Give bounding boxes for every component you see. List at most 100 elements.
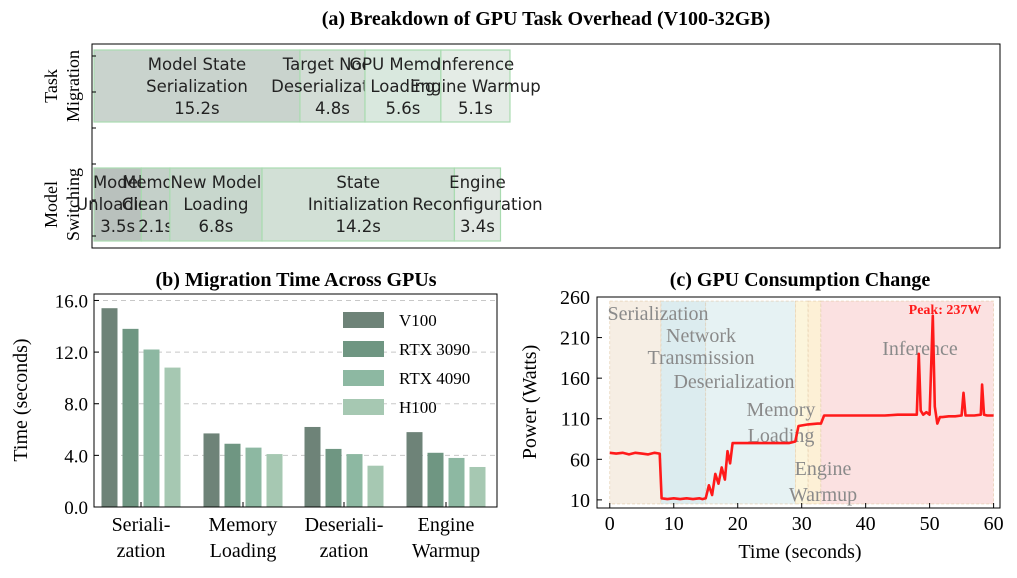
- timeline-segment: [261, 167, 456, 242]
- segment-value-label: 5.6s: [386, 99, 421, 118]
- legend-label: RTX 4090: [399, 369, 470, 388]
- timeline-segment: [93, 49, 301, 123]
- panel-c-title: (c) GPU Consumption Change: [670, 269, 931, 291]
- panel-a-title: (a) Breakdown of GPU Task Overhead (V100…: [322, 8, 771, 30]
- timeline-segment: [440, 49, 511, 123]
- segment-label: Loading: [370, 77, 435, 96]
- segment-label: GPU Memory: [349, 55, 456, 74]
- panel-a-frame: [91, 43, 1001, 249]
- segment-value-label: 4.8s: [315, 99, 350, 118]
- segment-label: Model State: [148, 55, 246, 74]
- bar: [224, 443, 241, 507]
- y-tick-label: 16.0: [55, 291, 88, 312]
- bar: [143, 349, 160, 507]
- y-tick-label: 60: [570, 449, 590, 471]
- panel-a-row-label-1: Model Switching: [41, 168, 83, 241]
- x-tick-label: Engine: [418, 514, 475, 536]
- timeline-segment: [453, 167, 502, 242]
- bar: [448, 457, 465, 507]
- bar: [469, 466, 486, 507]
- timeline-segment: [140, 167, 171, 242]
- segment-value-label: 6.8s: [199, 217, 234, 236]
- bar: [346, 454, 363, 507]
- segment-label: Unloading: [76, 195, 159, 214]
- timeline-segment: [299, 49, 366, 123]
- legend-swatch: [343, 312, 384, 328]
- x-tick-label: Memory: [209, 514, 278, 536]
- x-tick-label: Deseriali-: [305, 514, 384, 536]
- bar: [304, 426, 321, 507]
- segment-label: Serialization: [146, 77, 248, 96]
- timeline-segment: [93, 167, 143, 242]
- x-tick-label: zation: [117, 540, 166, 562]
- phase-band: [660, 300, 707, 505]
- bar: [122, 328, 139, 507]
- x-tick-label: 20: [728, 513, 748, 535]
- x-tick-label: Loading: [210, 540, 277, 562]
- segment-value-label: 5.1s: [458, 99, 493, 118]
- bar: [367, 465, 384, 507]
- segment-value-label: 2.1s: [138, 217, 173, 236]
- y-axis-label: Power (Watts): [519, 345, 541, 459]
- x-tick-label: 50: [920, 513, 940, 535]
- segment-label: Initialization: [308, 195, 409, 214]
- bar: [325, 448, 342, 507]
- x-axis-label: Time (seconds): [738, 541, 861, 563]
- phase-label: Serialization: [607, 303, 708, 325]
- panel-b-title: (b) Migration Time Across GPUs: [155, 269, 436, 291]
- phase-label: Inference: [882, 338, 958, 360]
- bar: [406, 432, 423, 507]
- segment-label: Reconfiguration: [412, 195, 542, 214]
- phase-label: Memory: [747, 399, 816, 421]
- x-tick-label: zation: [320, 540, 369, 562]
- phase-label: Engine: [795, 458, 852, 480]
- panel-b-frame: [93, 293, 498, 508]
- bar: [101, 308, 118, 507]
- bar: [245, 447, 262, 507]
- phase-label: Warmup: [789, 484, 857, 506]
- segment-label: New Model: [171, 173, 262, 192]
- power-line: [609, 314, 994, 501]
- legend-swatch: [343, 370, 384, 386]
- phase-band: [807, 300, 822, 505]
- segment-label: Engine: [449, 173, 506, 192]
- y-tick-label: 10: [570, 490, 590, 512]
- y-tick-label: 110: [561, 409, 590, 431]
- row-label-line: Task: [41, 69, 61, 103]
- x-tick-label: Seriali-: [112, 514, 171, 536]
- peak-label: Peak: 237W: [909, 303, 982, 318]
- segment-label: Loading: [183, 195, 248, 214]
- x-tick-label: 0: [605, 513, 615, 535]
- y-tick-label: 8.0: [64, 395, 88, 416]
- segment-value-label: 3.4s: [460, 217, 495, 236]
- row-label-line: Model: [41, 181, 61, 228]
- phase-label: Transmission: [647, 347, 754, 369]
- y-axis-label: Time (seconds): [10, 338, 32, 461]
- y-tick-label: 210: [560, 328, 590, 350]
- legend-label: H100: [399, 398, 437, 417]
- x-tick-label: Warmup: [412, 540, 480, 562]
- segment-label: Model: [93, 173, 143, 192]
- y-tick-label: 160: [560, 368, 590, 390]
- panel-c-frame: [596, 296, 1001, 509]
- y-tick-label: 4.0: [64, 446, 88, 467]
- legend-swatch: [343, 341, 384, 357]
- x-tick-label: 40: [856, 513, 876, 535]
- legend-label: V100: [399, 311, 437, 330]
- phase-label: Network: [666, 325, 736, 347]
- phase-label: Deserialization: [673, 371, 794, 393]
- y-tick-label: 12.0: [55, 343, 88, 364]
- row-label-line: Switching: [63, 168, 83, 241]
- y-tick-label: 0.0: [64, 498, 88, 519]
- segment-label: Inference: [437, 55, 515, 74]
- segment-value-label: 15.2s: [174, 99, 219, 118]
- bar: [203, 433, 220, 507]
- panel-a-row-label-0: Task Migration: [41, 50, 83, 122]
- segment-label: Engine Warmup: [410, 77, 541, 96]
- timeline-segment: [364, 49, 442, 123]
- y-tick-label: 260: [560, 287, 590, 309]
- phase-band: [609, 300, 662, 505]
- legend-swatch: [343, 399, 384, 415]
- x-tick-label: 30: [792, 513, 812, 535]
